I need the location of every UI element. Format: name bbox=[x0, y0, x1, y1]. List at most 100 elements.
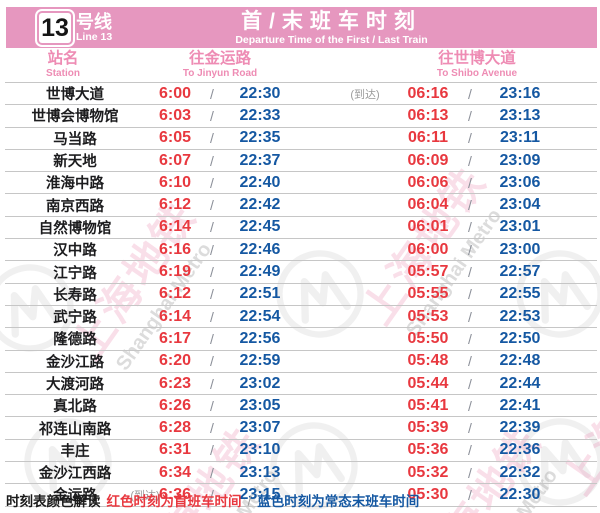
station-name: 新天地 bbox=[53, 154, 97, 171]
station-name: 南京西路 bbox=[46, 198, 104, 215]
first-train-time: 6:12 bbox=[158, 196, 192, 214]
line-name-en: Line 13 bbox=[76, 31, 113, 43]
time-separator: / bbox=[210, 130, 214, 147]
station-name: 金运路 bbox=[53, 488, 97, 505]
first-train-time: 6:20 bbox=[158, 352, 192, 370]
time-separator: / bbox=[210, 397, 214, 414]
time-separator: / bbox=[468, 241, 472, 258]
station-name: 武宁路 bbox=[53, 310, 97, 327]
station-name: 汉中路 bbox=[53, 243, 97, 260]
last-train-time: 23:15 bbox=[239, 485, 281, 503]
table-row: 自然博物馆 6:14 / 22:45 06:01 / 23:01 bbox=[5, 215, 597, 238]
color-legend: 时刻表颜色解读 红色时刻为首班车时间 / 蓝色时刻为常态末班车时间 bbox=[6, 490, 419, 510]
time-separator: / bbox=[468, 286, 472, 303]
legend-label: 时刻表颜色解读 bbox=[6, 494, 101, 509]
first-train-time: 6:07 bbox=[158, 151, 192, 169]
arrival-note bbox=[340, 261, 390, 282]
first-train-time: 6:12 bbox=[158, 285, 192, 303]
last-train-time: 22:45 bbox=[239, 218, 281, 236]
last-train-time: 22:37 bbox=[239, 151, 281, 169]
time-separator: / bbox=[210, 353, 214, 370]
last-train-time: 22:30 bbox=[499, 485, 541, 503]
page-title-en: Departure Time of the First / Last Train bbox=[235, 34, 428, 46]
table-row: 金沙江西路 6:34 / 23:13 05:32 / 22:32 bbox=[5, 461, 597, 483]
first-train-time: 6:05 bbox=[158, 129, 192, 147]
time-separator: / bbox=[210, 420, 214, 437]
first-train-time: 6:36 bbox=[158, 485, 192, 503]
first-train-time: 06:16 bbox=[407, 84, 449, 102]
table-row: 武宁路 6:14 / 22:54 05:53 / 22:53 bbox=[5, 304, 597, 327]
column-header-station-en: Station bbox=[46, 68, 80, 79]
last-train-time: 23:01 bbox=[499, 218, 541, 236]
last-train-time: 23:02 bbox=[239, 374, 281, 392]
last-train-time: 22:36 bbox=[499, 441, 541, 459]
last-train-time: 22:59 bbox=[239, 352, 281, 370]
line-badge-group: 13 号线 Line 13 bbox=[39, 12, 112, 43]
time-separator: / bbox=[468, 375, 472, 392]
time-separator: / bbox=[468, 264, 472, 281]
line-name-zh: 号线 bbox=[76, 12, 112, 32]
first-train-time: 6:19 bbox=[158, 263, 192, 281]
time-separator: / bbox=[468, 420, 472, 437]
arrival-note bbox=[340, 351, 390, 372]
line-name: 号线 Line 13 bbox=[76, 12, 112, 43]
first-train-time: 06:04 bbox=[407, 196, 449, 214]
first-train-time: 05:39 bbox=[407, 419, 449, 437]
last-train-time: 22:35 bbox=[239, 129, 281, 147]
station-name: 金沙江路 bbox=[46, 354, 104, 371]
table-row: 丰庄 6:31 / 23:10 05:36 / 22:36 bbox=[5, 438, 597, 461]
time-separator: / bbox=[468, 397, 472, 414]
first-train-time: 05:48 bbox=[407, 352, 449, 370]
last-train-time: 23:06 bbox=[499, 173, 541, 191]
first-train-time: 05:30 bbox=[407, 485, 449, 503]
last-train-time: 22:41 bbox=[499, 396, 541, 414]
table-row: 世博大道 6:00 / 22:30 (到达) 06:16 / 23:16 bbox=[5, 82, 597, 104]
last-train-time: 22:39 bbox=[499, 419, 541, 437]
last-train-time: 23:10 bbox=[239, 441, 281, 459]
last-train-time: 22:44 bbox=[499, 374, 541, 392]
arrival-note bbox=[340, 128, 390, 149]
column-header-dir2-en: To Shibo Avenue bbox=[436, 68, 518, 79]
arrival-note bbox=[340, 172, 390, 193]
last-train-time: 23:13 bbox=[499, 106, 541, 124]
time-separator: / bbox=[468, 219, 472, 236]
first-train-time: 05:41 bbox=[407, 396, 449, 414]
time-separator: / bbox=[468, 486, 472, 503]
timetable-body: 世博大道 6:00 / 22:30 (到达) 06:16 / 23:16 世博会博物馆 6:03 /… bbox=[5, 82, 597, 507]
last-train-time: 23:04 bbox=[499, 196, 541, 214]
time-separator: / bbox=[210, 174, 214, 191]
arrival-note bbox=[340, 417, 390, 438]
table-row: 金沙江路 6:20 / 22:59 05:48 / 22:48 bbox=[5, 349, 597, 372]
time-separator: / bbox=[210, 308, 214, 325]
table-row: 祁连山南路 6:28 / 23:07 05:39 / 22:39 bbox=[5, 416, 597, 438]
legend-separator: / bbox=[247, 494, 252, 509]
first-train-time: 06:11 bbox=[407, 129, 449, 147]
first-train-time: 05:55 bbox=[407, 285, 449, 303]
first-train-time: 06:09 bbox=[407, 151, 449, 169]
station-name: 自然博物馆 bbox=[38, 220, 112, 237]
arrival-note bbox=[340, 217, 390, 238]
table-row: 汉中路 6:16 / 22:46 06:00 / 23:00 bbox=[5, 238, 597, 260]
column-header-dir1-zh: 往金运路 bbox=[188, 50, 251, 67]
time-separator: / bbox=[210, 264, 214, 281]
first-train-time: 6:31 bbox=[158, 441, 192, 459]
last-train-time: 23:11 bbox=[499, 129, 541, 147]
arrival-note bbox=[340, 462, 390, 483]
arrival-note bbox=[340, 150, 390, 171]
first-train-time: 06:06 bbox=[407, 173, 449, 191]
first-train-time: 6:00 bbox=[158, 84, 192, 102]
last-train-time: 22:57 bbox=[499, 263, 541, 281]
column-header-station: 站名 Station bbox=[5, 50, 121, 79]
time-separator: / bbox=[210, 286, 214, 303]
last-train-time: 22:40 bbox=[239, 173, 281, 191]
legend-first-train-red: 红色时刻为首班车时间 bbox=[106, 494, 242, 509]
time-separator: / bbox=[210, 241, 214, 258]
time-separator: / bbox=[468, 174, 472, 191]
first-train-time: 6:10 bbox=[158, 173, 192, 191]
time-separator: / bbox=[210, 85, 214, 102]
column-header-dir1-en: To Jinyun Road bbox=[182, 68, 258, 79]
first-train-time: 06:00 bbox=[407, 240, 449, 258]
first-train-time: 6:23 bbox=[158, 374, 192, 392]
header-band: 13 号线 Line 13 首/末班车时刻 Departure Time of … bbox=[6, 7, 597, 48]
